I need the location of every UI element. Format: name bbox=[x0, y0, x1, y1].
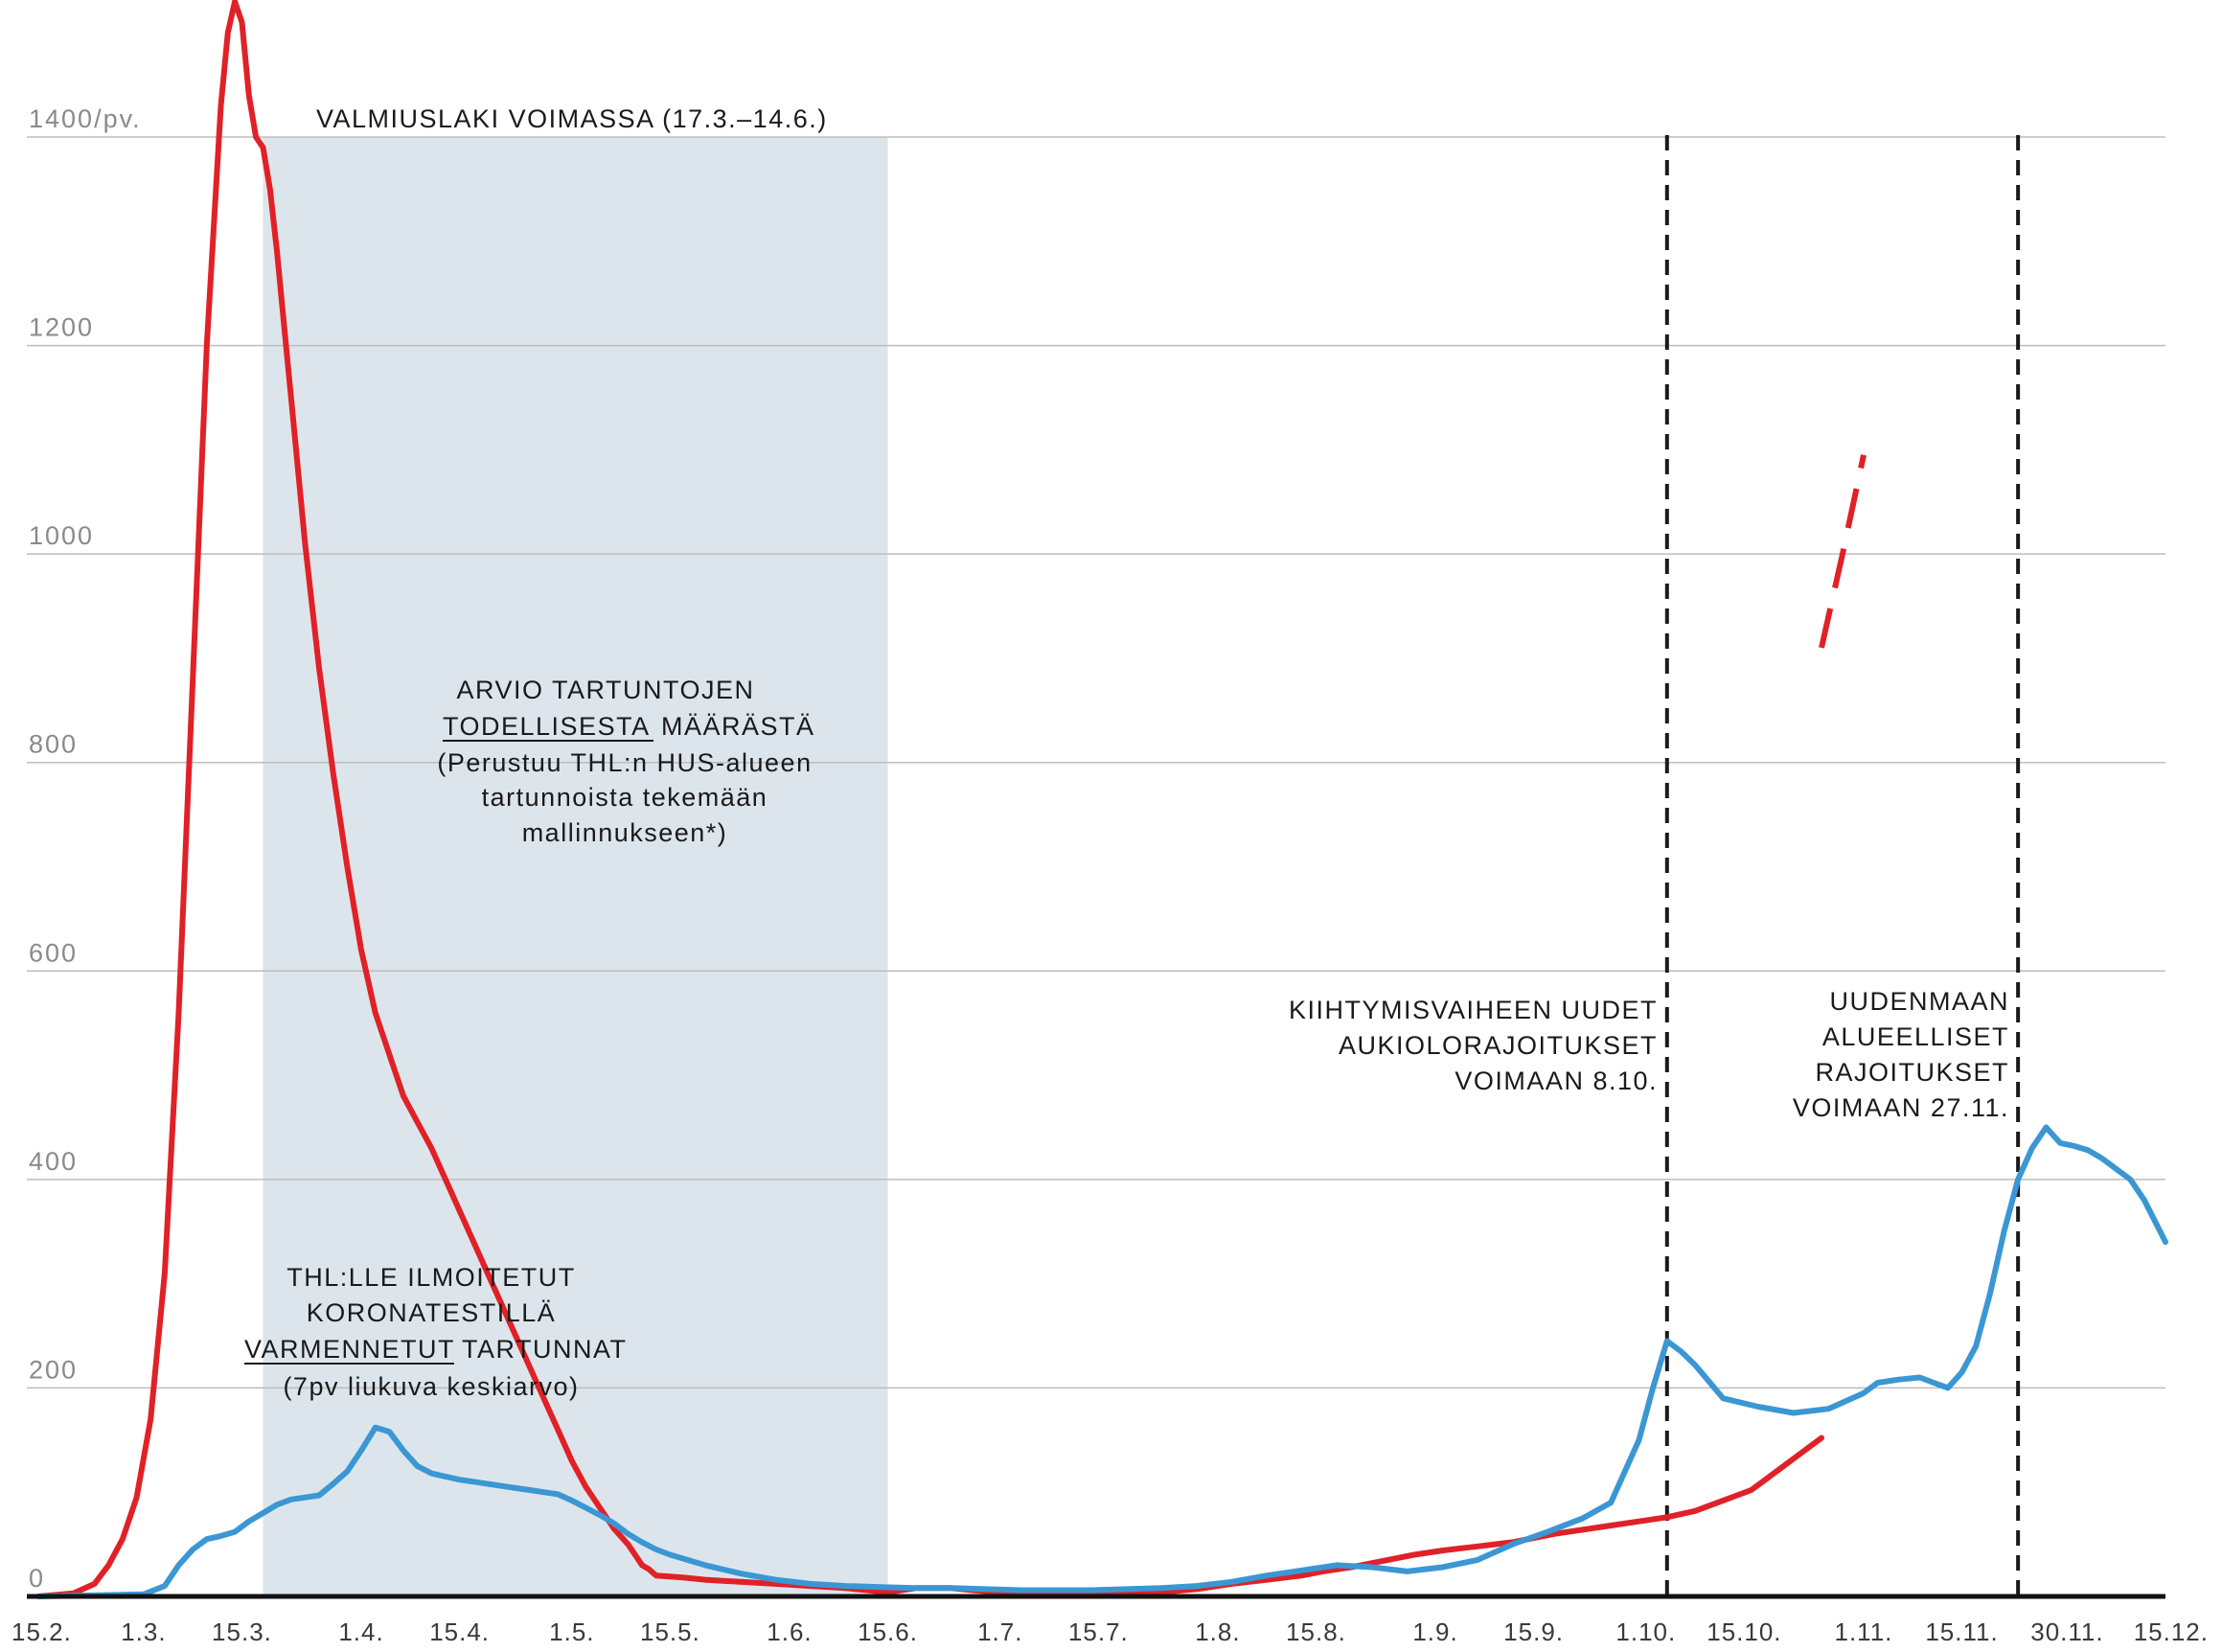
vline-2-label-line-3: RAJOITUKSET bbox=[1815, 1058, 2009, 1087]
x-tick-label: 15.5. bbox=[640, 1618, 700, 1646]
y-tick-label: 800 bbox=[29, 730, 78, 759]
x-tick-label: 1.11. bbox=[1834, 1618, 1892, 1646]
x-tick-label: 30.11. bbox=[2030, 1618, 2103, 1646]
axis-layer: 15.2. 1.3. 15.3. 1.4. 15.4. 1.5. 15.5. 1.6. 15.6… bbox=[11, 1594, 2209, 1646]
x-tick-label: 1.9. bbox=[1412, 1618, 1457, 1646]
x-tick-label: 15.10. bbox=[1707, 1618, 1781, 1646]
confirmed-line-1: THL:LLE ILMOITETUT bbox=[286, 1263, 576, 1292]
y-tick-label: 600 bbox=[29, 938, 78, 967]
shaded-period-layer bbox=[263, 137, 888, 1596]
x-tick-label: 15.8. bbox=[1286, 1618, 1346, 1646]
x-tick-label: 1.8. bbox=[1195, 1618, 1240, 1646]
confirmed-annotation: THL:LLE ILMOITETUT KORONATESTILLÄ VARMEN… bbox=[244, 1263, 628, 1401]
estimate-annotation: ARVIO TARTUNTOJEN TODELLISESTA MÄÄRÄSTÄ … bbox=[437, 676, 815, 847]
estimate-line-6: mallinnukseen*) bbox=[522, 818, 728, 847]
x-tick-label: 15.4. bbox=[429, 1618, 490, 1646]
x-tick-label: 15.9. bbox=[1503, 1618, 1564, 1646]
series-line-3 bbox=[35, 1124, 2168, 1599]
x-tick-label: 1.5. bbox=[549, 1618, 594, 1646]
x-tick-label: 1.4. bbox=[338, 1618, 383, 1646]
x-tick-label: 15.12. bbox=[2134, 1618, 2209, 1646]
confirmed-line-5: (7pv liukuva keskiarvo) bbox=[283, 1372, 579, 1401]
x-tick-label: 15.7. bbox=[1068, 1618, 1129, 1646]
confirmed-line-2: KORONATESTILLÄ bbox=[307, 1298, 557, 1327]
vline-2-annotation: UUDENMAAN ALUEELLISET RAJOITUKSET VOIMAA… bbox=[1793, 987, 2009, 1122]
vline-1-label-line-1: KIIHTYMISVAIHEEN UUDET bbox=[1289, 996, 1658, 1024]
vline-2-label-line-2: ALUEELLISET bbox=[1822, 1022, 2009, 1051]
y-tick-label: 200 bbox=[29, 1355, 78, 1384]
y-tick-label: 0 bbox=[29, 1564, 45, 1593]
y-tick-label: 400 bbox=[29, 1147, 78, 1176]
vline-1-label-line-3: VOIMAAN 8.10. bbox=[1455, 1067, 1658, 1095]
x-tick-label: 15.3. bbox=[212, 1618, 272, 1646]
series-layer bbox=[35, 0, 2168, 1599]
y-tick-label: 1200 bbox=[29, 313, 94, 342]
shaded-period bbox=[263, 137, 888, 1596]
vline-2-label-line-1: UUDENMAAN bbox=[1829, 987, 2009, 1016]
x-tick-label: 1.7. bbox=[977, 1618, 1022, 1646]
x-tick-label: 15.6. bbox=[858, 1618, 918, 1646]
y-tick-label: 1000 bbox=[29, 521, 94, 550]
confirmed-line-4: TARTUNNAT bbox=[462, 1335, 628, 1364]
estimate-line-1: ARVIO TARTUNTOJEN bbox=[456, 676, 754, 704]
estimate-line-5: tartunnoista tekemään bbox=[482, 783, 768, 812]
y-tick-label: 1400/pv. bbox=[29, 104, 142, 133]
x-tick-label: 1.6. bbox=[767, 1618, 812, 1646]
estimate-line-3: MÄÄRÄSTÄ bbox=[661, 712, 815, 741]
vline-1-annotation: KIIHTYMISVAIHEEN UUDET AUKIOLORAJOITUKSE… bbox=[1289, 996, 1658, 1095]
series-line-1 bbox=[35, 0, 1824, 1599]
x-tick-label: 15.2. bbox=[11, 1618, 72, 1646]
vline-2-label-line-4: VOIMAAN 27.11. bbox=[1793, 1093, 2009, 1122]
estimate-line-4: (Perustuu THL:n HUS-alueen bbox=[437, 748, 812, 777]
x-tick-label: 15.11. bbox=[1925, 1618, 1998, 1646]
grid-layer: 0 200 400 600 800 1000 1200 1400/pv. bbox=[27, 104, 2165, 1593]
x-tick-label: 1.10. bbox=[1615, 1618, 1676, 1646]
confirmed-line-3: VARMENNETUT bbox=[244, 1335, 455, 1364]
series-line-2 bbox=[1819, 454, 1867, 649]
vline-layer bbox=[1664, 135, 2021, 1596]
estimate-line-2: TODELLISESTA bbox=[443, 712, 651, 741]
vline-1-label-line-2: AUKIOLORAJOITUKSET bbox=[1339, 1031, 1658, 1060]
x-tick-label: 1.3. bbox=[121, 1618, 166, 1646]
shaded-period-label: VALMIUSLAKI VOIMASSA (17.3.–14.6.) bbox=[316, 104, 828, 133]
